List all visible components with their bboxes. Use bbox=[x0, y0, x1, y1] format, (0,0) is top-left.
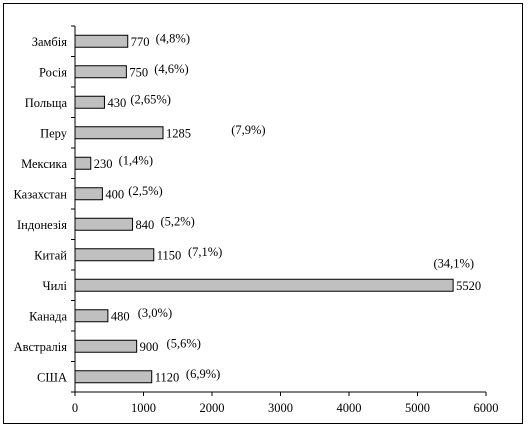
x-tick-label: 2000 bbox=[200, 401, 225, 415]
share-label: (5,2%) bbox=[160, 214, 194, 228]
share-label: (4,8%) bbox=[156, 31, 190, 45]
bar bbox=[75, 188, 102, 200]
bar bbox=[75, 96, 104, 108]
bar bbox=[75, 157, 91, 169]
share-label: (2,65%) bbox=[130, 92, 171, 106]
bar bbox=[75, 249, 154, 261]
category-label: Перу bbox=[40, 126, 68, 140]
share-label: (34,1%) bbox=[433, 256, 474, 270]
bar bbox=[75, 66, 126, 78]
share-label: (3,0%) bbox=[138, 306, 172, 320]
category-label: Чилі bbox=[42, 279, 67, 293]
x-tick-label: 6000 bbox=[474, 401, 499, 415]
category-label: Австралія bbox=[14, 340, 68, 354]
bar bbox=[75, 340, 137, 352]
share-label: (4,6%) bbox=[154, 62, 188, 76]
category-labels: Замбія Росія Польща Перу Мексика Казахстан Інд… bbox=[14, 35, 68, 385]
value-label: 1285 bbox=[166, 126, 191, 140]
value-label: 480 bbox=[111, 309, 130, 323]
value-label: 840 bbox=[136, 218, 155, 232]
share-label: (7,1%) bbox=[188, 245, 222, 259]
share-labels: (4,8%) (4,6%) (2,65%) (7,9%) (1,4%) (2,5%) (5,… bbox=[119, 31, 474, 381]
bars-layer bbox=[75, 35, 453, 383]
share-label: (2,5%) bbox=[128, 184, 162, 198]
category-label: Китай bbox=[34, 248, 67, 262]
x-tick-label: 5000 bbox=[405, 401, 430, 415]
bar bbox=[75, 127, 163, 139]
share-label: (7,9%) bbox=[231, 123, 265, 137]
x-tick-label: 1000 bbox=[131, 401, 156, 415]
category-label: Росія bbox=[39, 65, 67, 79]
bar bbox=[75, 218, 133, 230]
value-label: 430 bbox=[107, 96, 126, 110]
share-label: (5,6%) bbox=[167, 336, 201, 350]
category-label: Індонезія bbox=[17, 218, 67, 232]
x-tick-label: 3000 bbox=[268, 401, 293, 415]
category-label: Замбія bbox=[32, 35, 68, 49]
share-label: (1,4%) bbox=[119, 153, 153, 167]
value-label: 900 bbox=[140, 340, 159, 354]
share-label: (6,9%) bbox=[186, 367, 220, 381]
value-label: 400 bbox=[105, 187, 124, 201]
value-label: 5520 bbox=[456, 279, 481, 293]
value-label: 750 bbox=[129, 65, 148, 79]
value-label: 1150 bbox=[157, 248, 182, 262]
bar bbox=[75, 310, 108, 322]
x-tick-label: 4000 bbox=[337, 401, 362, 415]
category-label: США bbox=[37, 370, 67, 384]
value-label: 1120 bbox=[155, 370, 180, 384]
bar bbox=[75, 279, 453, 291]
value-label: 770 bbox=[131, 35, 150, 49]
bar bbox=[75, 371, 152, 383]
bar bbox=[75, 35, 128, 47]
category-label: Мексика bbox=[21, 157, 67, 171]
category-label: Канада bbox=[29, 309, 67, 323]
axes-layer bbox=[75, 26, 486, 392]
x-tick-label: 0 bbox=[72, 401, 78, 415]
category-label: Польща bbox=[25, 96, 68, 110]
value-labels: 770 750 430 1285 230 400 840 1150 5520 480 900 1120 bbox=[94, 35, 481, 385]
category-label: Казахстан bbox=[14, 187, 68, 201]
value-label: 230 bbox=[94, 157, 113, 171]
